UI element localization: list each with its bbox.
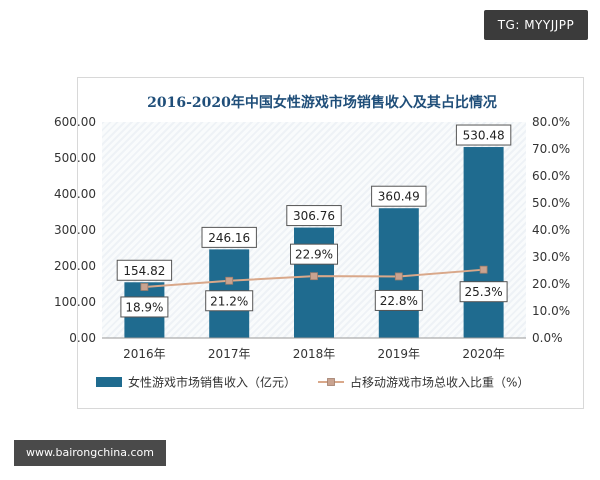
y-right-tick-label: 70.0% (532, 142, 570, 156)
y-right-tick-label: 20.0% (532, 277, 570, 291)
bar-data-label: 360.49 (378, 190, 420, 204)
line-data-label: 25.3% (465, 285, 503, 299)
bar-data-label-box (455, 124, 512, 146)
y-right-tick-label: 80.0% (532, 115, 570, 129)
bar (463, 147, 504, 338)
y-left-tick-label: 100.00 (54, 295, 96, 309)
watermark-badge: TG: MYYJJPP (484, 10, 588, 40)
x-tick-label: 2019年 (378, 347, 421, 361)
y-left-tick-label: 500.00 (54, 151, 96, 165)
bar-data-label-box (371, 185, 427, 207)
y-right-tick-label: 30.0% (532, 250, 570, 264)
line-data-label-group: 22.9% (290, 243, 338, 265)
y-right-tick-label: 40.0% (532, 223, 570, 237)
line-data-label-box (120, 296, 169, 318)
y-left-tick-label: 300.00 (54, 223, 96, 237)
line-marker (140, 283, 149, 291)
x-tick-label: 2018年 (293, 347, 336, 361)
bar-data-label-group: 306.76 (286, 205, 342, 227)
y-left-tick-label: 600.00 (54, 115, 96, 129)
x-tick-label: 2016年 (123, 347, 166, 361)
y-left-tick-label: 400.00 (54, 187, 96, 201)
chart-title: 2016-2020年中国女性游戏市场销售收入及其占比情况 (147, 94, 497, 111)
bar-data-label-box (201, 226, 257, 248)
bar-data-label-group: 530.48 (455, 124, 512, 146)
legend-line-marker (327, 378, 335, 386)
source-watermark: www.bairongchina.com (14, 440, 166, 466)
line-data-label: 22.8% (380, 294, 418, 308)
bar-data-label: 306.76 (293, 209, 335, 223)
bar-data-label-box (116, 259, 173, 281)
y-left-tick-label: 200.00 (54, 259, 96, 273)
line-data-label-group: 22.8% (374, 289, 423, 311)
bar-data-label-box (286, 205, 342, 227)
y-right-tick-label: 10.0% (532, 304, 570, 318)
y-right-tick-label: 50.0% (532, 196, 570, 210)
line-marker (394, 272, 403, 281)
bar-data-label: 246.16 (208, 231, 250, 245)
y-right-tick-label: 0.0% (532, 331, 563, 345)
line-data-label-group: 25.3% (459, 281, 508, 303)
x-tick-label: 2017年 (208, 347, 251, 361)
line-data-label-group: 21.2% (205, 290, 254, 312)
line-marker (479, 265, 488, 274)
y-left-tick-label: 0.00 (69, 331, 96, 345)
line-data-label-box (205, 290, 254, 312)
line-data-label: 21.2% (210, 294, 248, 308)
line-data-label-box (459, 281, 508, 303)
legend-bar-label: 女性游戏市场销售收入（亿元） (128, 375, 296, 390)
y-right-tick-label: 60.0% (532, 169, 570, 183)
bar-data-label-group: 246.16 (201, 226, 257, 248)
line-data-label: 18.9% (125, 300, 163, 314)
bar-data-label: 154.82 (123, 264, 165, 278)
line-data-label-box (290, 243, 338, 265)
line-data-label-box (374, 289, 423, 311)
line-marker (310, 272, 318, 281)
line-data-label: 22.9% (295, 248, 333, 262)
bar-data-label-group: 154.82 (116, 259, 173, 281)
x-tick-label: 2020年 (462, 347, 505, 361)
bar-data-label-group: 360.49 (371, 185, 427, 207)
line-marker (225, 276, 234, 285)
line-data-label-group: 18.9% (120, 296, 169, 318)
bar-data-label: 530.48 (463, 129, 505, 143)
legend-bar-swatch (96, 377, 122, 387)
legend-line-label: 占移动游戏市场总收入比重（%） (350, 375, 529, 390)
